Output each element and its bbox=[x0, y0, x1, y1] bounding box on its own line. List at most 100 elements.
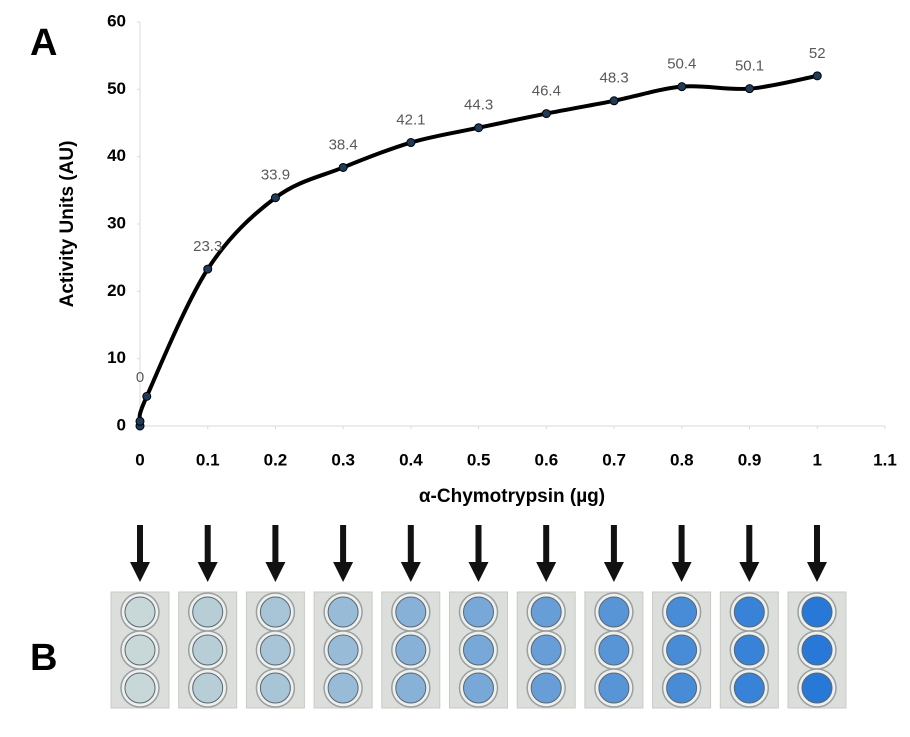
well-liquid bbox=[531, 673, 561, 703]
arrow-shaft bbox=[408, 525, 414, 565]
data-point bbox=[407, 139, 415, 147]
figure: A B α-Chymotrypsin (µg) Activity Units (… bbox=[0, 0, 910, 732]
well-liquid bbox=[125, 673, 155, 703]
arrow-shaft bbox=[205, 525, 211, 565]
well-liquid bbox=[802, 597, 832, 627]
well-liquid bbox=[667, 635, 697, 665]
x-tick-label: 0.5 bbox=[467, 450, 491, 469]
data-point bbox=[204, 265, 212, 273]
arrow-head bbox=[198, 562, 218, 582]
data-label: 44.3 bbox=[464, 97, 493, 114]
arrow-head bbox=[604, 562, 624, 582]
arrow-shaft bbox=[272, 525, 278, 565]
data-label: 50.1 bbox=[735, 58, 764, 75]
well-liquid bbox=[125, 635, 155, 665]
arrow-shaft bbox=[543, 525, 549, 565]
panel-label: B bbox=[30, 637, 57, 679]
arrow-head bbox=[265, 562, 285, 582]
arrow-head bbox=[333, 562, 353, 582]
y-tick-label: 20 bbox=[107, 281, 126, 300]
y-tick-label: 60 bbox=[107, 11, 126, 30]
well-liquid bbox=[531, 635, 561, 665]
data-label: 0 bbox=[136, 369, 144, 386]
x-tick-label: 0.4 bbox=[399, 450, 423, 469]
well-liquid bbox=[464, 597, 494, 627]
well-liquid bbox=[260, 635, 290, 665]
arrow-shaft bbox=[746, 525, 752, 565]
arrow-head bbox=[672, 562, 692, 582]
arrow-head bbox=[739, 562, 759, 582]
x-tick-label: 0.1 bbox=[196, 450, 220, 469]
data-label: 46.4 bbox=[532, 83, 561, 100]
data-point bbox=[610, 97, 618, 105]
well-liquid bbox=[734, 597, 764, 627]
well-liquid bbox=[531, 597, 561, 627]
data-label: 48.3 bbox=[599, 70, 628, 87]
well-liquid bbox=[599, 597, 629, 627]
well-liquid bbox=[260, 597, 290, 627]
well-liquid bbox=[193, 635, 223, 665]
x-tick-label: 1.1 bbox=[873, 450, 897, 469]
data-point bbox=[475, 124, 483, 132]
data-point bbox=[271, 194, 279, 202]
data-label: 23.3 bbox=[193, 238, 222, 255]
well-liquid bbox=[193, 673, 223, 703]
data-point bbox=[339, 163, 347, 171]
well-liquid bbox=[599, 635, 629, 665]
y-tick-label: 0 bbox=[117, 415, 126, 434]
well-liquid bbox=[396, 635, 426, 665]
panel-label: A bbox=[30, 22, 57, 64]
arrow-head bbox=[401, 562, 421, 582]
data-point bbox=[542, 110, 550, 118]
data-point bbox=[813, 72, 821, 80]
well-liquid bbox=[667, 673, 697, 703]
data-point bbox=[678, 83, 686, 91]
x-tick-label: 0.9 bbox=[738, 450, 762, 469]
arrow-head bbox=[536, 562, 556, 582]
x-axis-title: α-Chymotrypsin (µg) bbox=[419, 486, 605, 507]
well-liquid bbox=[734, 673, 764, 703]
x-tick-label: 1 bbox=[813, 450, 822, 469]
arrow-head bbox=[807, 562, 827, 582]
arrow-shaft bbox=[340, 525, 346, 565]
data-point bbox=[136, 417, 144, 425]
well-liquid bbox=[734, 635, 764, 665]
well-liquid bbox=[328, 597, 358, 627]
x-tick-label: 0.6 bbox=[535, 450, 559, 469]
y-tick-label: 40 bbox=[107, 146, 126, 165]
well-liquid bbox=[667, 597, 697, 627]
data-point bbox=[143, 392, 151, 400]
well-liquid bbox=[328, 635, 358, 665]
y-tick-label: 10 bbox=[107, 348, 126, 367]
y-tick-label: 30 bbox=[107, 213, 126, 232]
well-liquid bbox=[599, 673, 629, 703]
arrow-shaft bbox=[814, 525, 820, 565]
well-liquid bbox=[464, 673, 494, 703]
well-liquid bbox=[396, 597, 426, 627]
x-tick-label: 0.3 bbox=[331, 450, 355, 469]
well-liquid bbox=[464, 635, 494, 665]
data-label: 42.1 bbox=[396, 111, 425, 128]
data-label: 52 bbox=[809, 45, 826, 62]
arrow-shaft bbox=[679, 525, 685, 565]
well-liquid bbox=[193, 597, 223, 627]
well-liquid bbox=[396, 673, 426, 703]
arrow-head bbox=[469, 562, 489, 582]
arrow-head bbox=[130, 562, 150, 582]
data-label: 50.4 bbox=[667, 56, 696, 73]
arrow-shaft bbox=[611, 525, 617, 565]
data-point bbox=[746, 85, 754, 93]
x-tick-label: 0.7 bbox=[602, 450, 626, 469]
x-tick-label: 0 bbox=[135, 450, 144, 469]
arrow-shaft bbox=[137, 525, 143, 565]
data-label: 33.9 bbox=[261, 167, 290, 184]
well-liquid bbox=[125, 597, 155, 627]
well-liquid bbox=[802, 635, 832, 665]
well-liquid bbox=[802, 673, 832, 703]
well-liquid bbox=[260, 673, 290, 703]
y-axis-title: Activity Units (AU) bbox=[57, 141, 78, 308]
arrow-shaft bbox=[476, 525, 482, 565]
y-tick-label: 50 bbox=[107, 79, 126, 98]
well-liquid bbox=[328, 673, 358, 703]
x-tick-label: 0.2 bbox=[264, 450, 288, 469]
